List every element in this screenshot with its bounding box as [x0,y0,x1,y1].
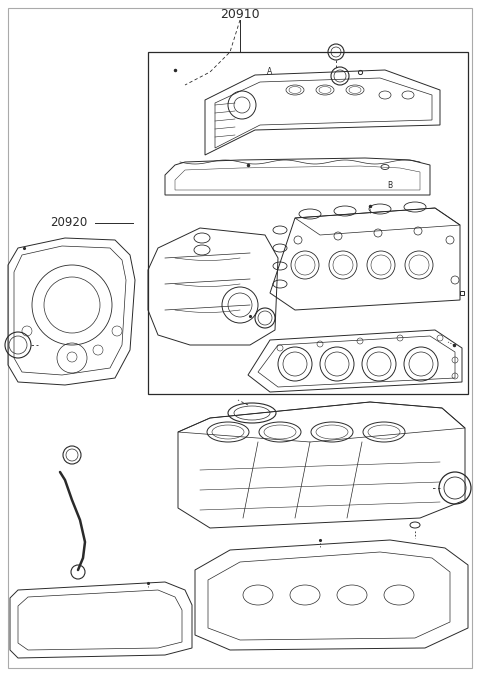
Bar [148,52,468,394]
Text: B: B [387,180,393,189]
Text: 20910: 20910 [220,9,260,22]
Text: 20920: 20920 [50,216,87,229]
Text: A: A [267,68,273,76]
